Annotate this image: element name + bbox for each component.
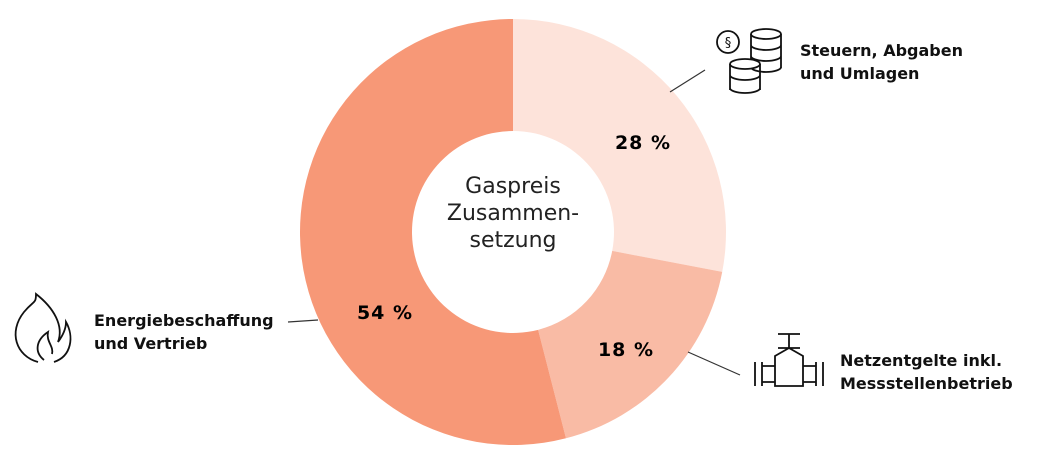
icon-coins: § <box>716 28 782 94</box>
legend-label: Steuern, Abgaben und Umlagen <box>800 41 963 83</box>
icon-valve <box>754 333 824 387</box>
legend-label: Netzentgelte inkl. Messstellenbetrieb <box>840 351 1013 393</box>
value-label: 18 % <box>598 339 654 361</box>
svg-text:§: § <box>725 36 732 51</box>
center-label: Zusammen- <box>447 201 579 226</box>
donut-slice <box>300 19 566 446</box>
leader-lines <box>287 69 741 376</box>
legend-label: Energiebeschaffung und Vertrieb <box>94 311 274 353</box>
donut-slice <box>513 19 726 272</box>
value-label: 28 % <box>615 132 671 154</box>
value-label: 54 % <box>357 302 413 324</box>
center-label: setzung <box>469 228 556 253</box>
icon-flame <box>14 292 72 363</box>
donut-slice <box>538 250 723 439</box>
center-label: Gaspreis <box>465 174 561 199</box>
